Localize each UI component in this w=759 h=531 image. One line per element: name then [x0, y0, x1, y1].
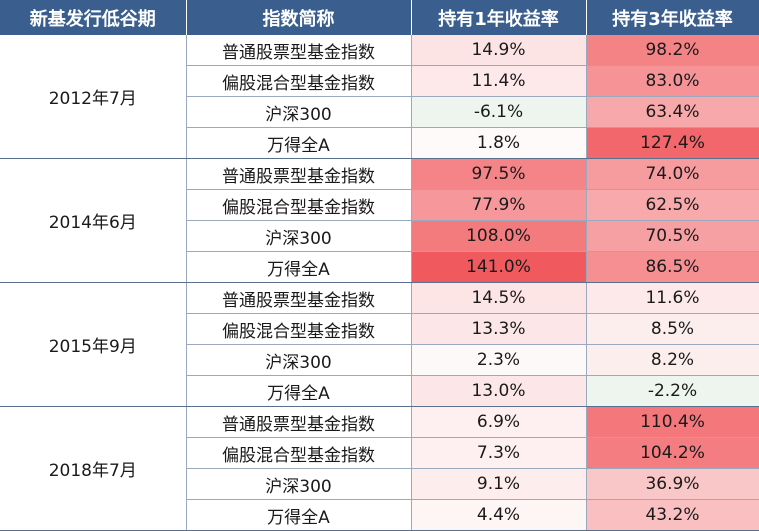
table-row: 2018年7月 普通股票型基金指数 6.9% 110.4%	[0, 406, 759, 531]
table-row: 沪深300 -6.1% 63.4%	[0, 96, 759, 128]
return-1y-cell: 11.4%	[411, 65, 587, 97]
header-3y-return: 持有3年收益率	[586, 0, 759, 35]
header-row: 新基发行低谷期 指数简称 持有1年收益率 持有3年收益率	[0, 0, 759, 35]
return-1y-cell: 141.0%	[411, 251, 587, 283]
return-3y-cell: 110.4%	[586, 406, 759, 438]
index-name-cell: 沪深300	[186, 468, 412, 500]
return-3y-cell: -2.2%	[586, 375, 759, 407]
period-cell: 2012年7月	[0, 35, 187, 159]
table-row: 沪深300 108.0% 70.5%	[0, 220, 759, 252]
table-body: 2012年7月 普通股票型基金指数 14.9% 98.2% 偏股混合型基金指数 11.4%…	[0, 35, 759, 531]
return-3y-cell: 63.4%	[586, 96, 759, 128]
table-row: 偏股混合型基金指数 11.4% 83.0%	[0, 65, 759, 97]
index-name-cell: 普通股票型基金指数	[186, 158, 412, 190]
index-name-cell: 沪深300	[186, 220, 412, 252]
return-1y-cell: 13.3%	[411, 313, 587, 345]
index-name-cell: 万得全A	[186, 251, 412, 283]
return-3y-cell: 8.2%	[586, 344, 759, 376]
index-name-cell: 万得全A	[186, 375, 412, 407]
table-row: 万得全A 141.0% 86.5%	[0, 251, 759, 283]
index-name-cell: 万得全A	[186, 127, 412, 159]
return-3y-cell: 74.0%	[586, 158, 759, 190]
return-3y-cell: 70.5%	[586, 220, 759, 252]
table-row: 沪深300 2.3% 8.2%	[0, 344, 759, 376]
return-1y-cell: -6.1%	[411, 96, 587, 128]
return-1y-cell: 13.0%	[411, 375, 587, 407]
table-row: 偏股混合型基金指数 7.3% 104.2%	[0, 437, 759, 469]
index-name-cell: 偏股混合型基金指数	[186, 437, 412, 469]
table-row: 2014年6月 普通股票型基金指数 97.5% 74.0%	[0, 158, 759, 283]
return-3y-cell: 127.4%	[586, 127, 759, 159]
return-1y-cell: 97.5%	[411, 158, 587, 190]
header-index-name: 指数简称	[186, 0, 412, 35]
table-row: 偏股混合型基金指数 77.9% 62.5%	[0, 189, 759, 221]
header-period: 新基发行低谷期	[0, 0, 187, 35]
return-3y-cell: 83.0%	[586, 65, 759, 97]
header-1y-return: 持有1年收益率	[411, 0, 587, 35]
index-name-cell: 普通股票型基金指数	[186, 35, 412, 66]
return-1y-cell: 6.9%	[411, 406, 587, 438]
return-3y-cell: 8.5%	[586, 313, 759, 345]
index-name-cell: 沪深300	[186, 96, 412, 128]
return-3y-cell: 62.5%	[586, 189, 759, 221]
return-1y-cell: 4.4%	[411, 499, 587, 531]
index-name-cell: 普通股票型基金指数	[186, 406, 412, 438]
table-row: 2012年7月 普通股票型基金指数 14.9% 98.2%	[0, 35, 759, 159]
period-cell: 2014年6月	[0, 158, 187, 283]
period-cell: 2018年7月	[0, 406, 187, 531]
index-name-cell: 偏股混合型基金指数	[186, 313, 412, 345]
return-1y-cell: 9.1%	[411, 468, 587, 500]
return-3y-cell: 86.5%	[586, 251, 759, 283]
index-name-cell: 普通股票型基金指数	[186, 282, 412, 314]
return-1y-cell: 14.5%	[411, 282, 587, 314]
return-3y-cell: 11.6%	[586, 282, 759, 314]
return-3y-cell: 36.9%	[586, 468, 759, 500]
return-1y-cell: 77.9%	[411, 189, 587, 221]
return-3y-cell: 104.2%	[586, 437, 759, 469]
return-3y-cell: 98.2%	[586, 35, 759, 66]
return-1y-cell: 2.3%	[411, 344, 587, 376]
table-row: 万得全A 4.4% 43.2%	[0, 499, 759, 531]
table-row: 沪深300 9.1% 36.9%	[0, 468, 759, 500]
table-row: 万得全A 13.0% -2.2%	[0, 375, 759, 407]
index-name-cell: 偏股混合型基金指数	[186, 65, 412, 97]
index-name-cell: 偏股混合型基金指数	[186, 189, 412, 221]
table-row: 2015年9月 普通股票型基金指数 14.5% 11.6%	[0, 282, 759, 407]
return-1y-cell: 14.9%	[411, 35, 587, 66]
index-name-cell: 万得全A	[186, 499, 412, 531]
return-1y-cell: 108.0%	[411, 220, 587, 252]
return-1y-cell: 1.8%	[411, 127, 587, 159]
table-row: 万得全A 1.8% 127.4%	[0, 127, 759, 159]
table-row: 偏股混合型基金指数 13.3% 8.5%	[0, 313, 759, 345]
return-1y-cell: 7.3%	[411, 437, 587, 469]
period-cell: 2015年9月	[0, 282, 187, 407]
return-3y-cell: 43.2%	[586, 499, 759, 531]
index-name-cell: 沪深300	[186, 344, 412, 376]
